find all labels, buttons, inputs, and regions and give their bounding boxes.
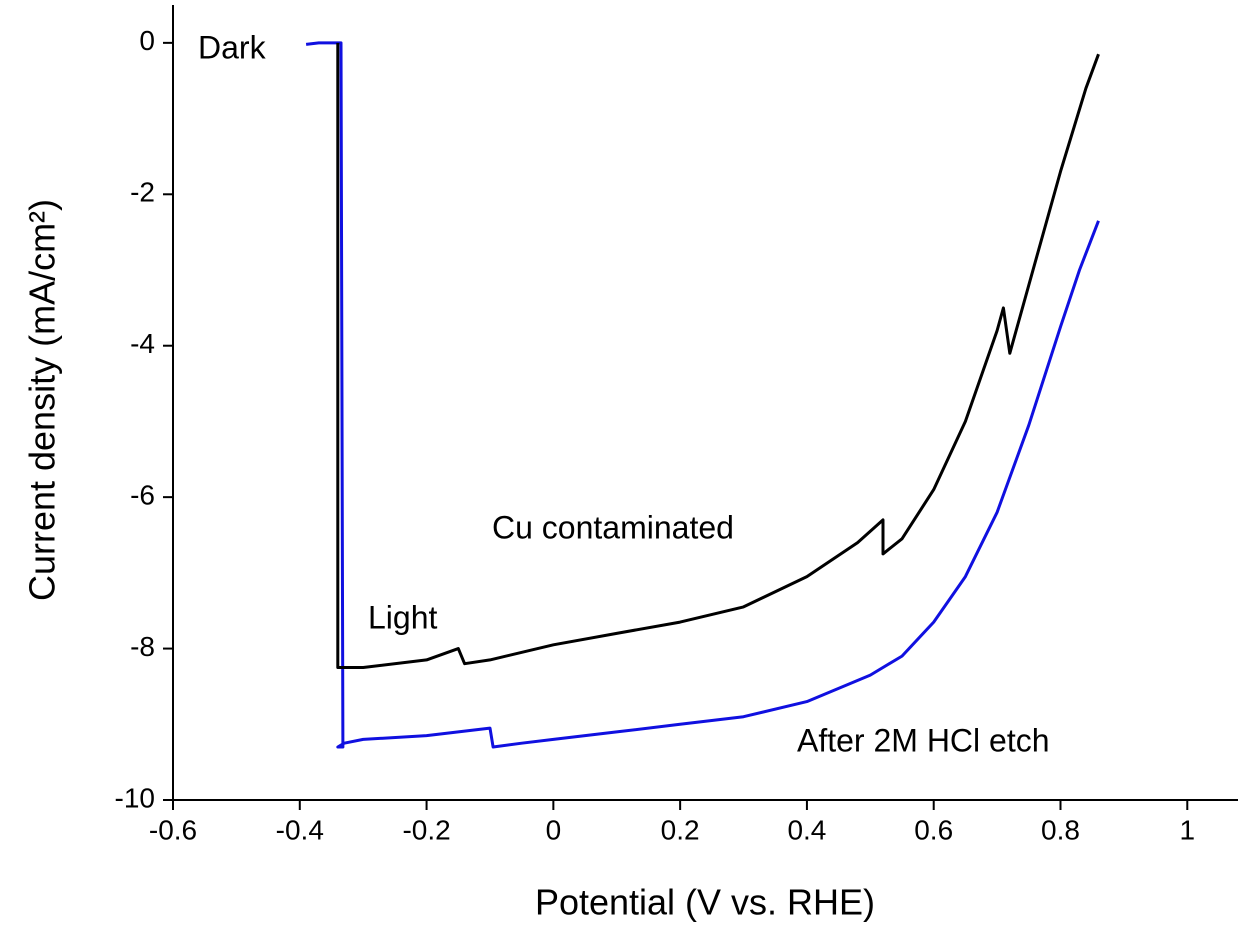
x-tick-label: -0.4 (276, 814, 324, 845)
data-line (336, 42, 1100, 669)
y-tick-label: 0 (139, 25, 155, 56)
x-tick-label: 0.4 (787, 814, 826, 845)
series-label: Cu contaminated (492, 509, 734, 545)
x-tick-label: 0 (546, 814, 562, 845)
x-tick-label: 0.8 (1041, 814, 1080, 845)
annotation: Dark (198, 29, 267, 65)
x-tick-label: 0.2 (661, 814, 700, 845)
y-tick-label: -2 (130, 177, 155, 208)
x-tick-label: -0.2 (402, 814, 450, 845)
y-tick-label: -4 (130, 328, 155, 359)
x-tick-label: 1 (1179, 814, 1195, 845)
y-tick-label: -10 (115, 782, 155, 813)
series-label: After 2M HCl etch (797, 722, 1050, 758)
annotation: Light (368, 599, 438, 635)
x-axis-title: Potential (V vs. RHE) (535, 882, 875, 923)
y-tick-label: -8 (130, 631, 155, 662)
data-line (305, 41, 1100, 749)
x-tick-label: -0.6 (149, 814, 197, 845)
y-tick-label: -6 (130, 480, 155, 511)
y-axis-title: Current density (mA/cm²) (22, 199, 63, 601)
x-tick-label: 0.6 (914, 814, 953, 845)
